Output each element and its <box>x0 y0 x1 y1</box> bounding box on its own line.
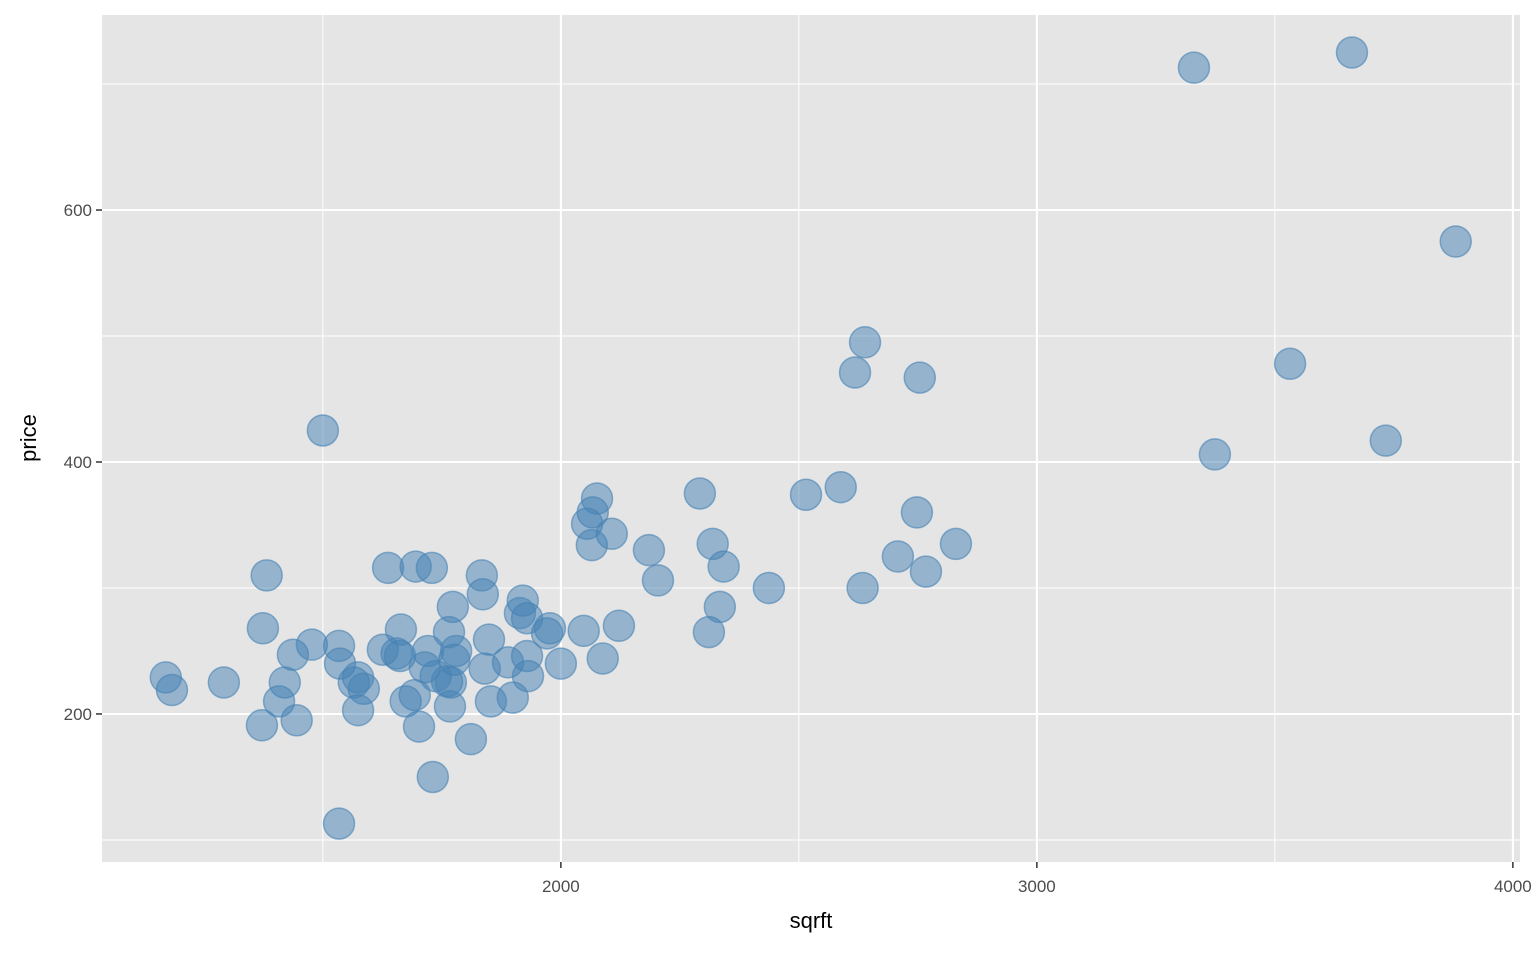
point <box>1335 36 1369 69</box>
y-axis-label: price <box>16 414 41 462</box>
point <box>322 807 356 840</box>
point <box>848 326 882 359</box>
point <box>306 414 340 447</box>
point <box>707 550 740 583</box>
point <box>268 666 302 699</box>
point <box>472 623 506 656</box>
point <box>567 614 600 648</box>
y-tick-label: 400 <box>64 453 92 472</box>
point <box>415 551 449 585</box>
point <box>246 612 280 645</box>
point <box>454 722 488 756</box>
point <box>846 571 879 605</box>
point <box>384 613 418 646</box>
point <box>1439 225 1472 258</box>
point <box>511 659 545 693</box>
point <box>416 760 450 794</box>
point <box>1273 347 1307 380</box>
point <box>347 672 381 706</box>
point <box>752 571 786 605</box>
x-axis-label: sqrft <box>790 908 833 933</box>
point <box>1177 51 1211 84</box>
point <box>939 527 973 561</box>
point <box>207 666 241 699</box>
point <box>295 628 329 661</box>
point <box>824 470 857 504</box>
point <box>1198 438 1232 471</box>
point <box>245 709 279 742</box>
y-tick-label: 200 <box>64 705 92 724</box>
point <box>280 704 313 737</box>
point <box>900 496 934 529</box>
point <box>703 590 737 624</box>
point <box>903 361 937 394</box>
point <box>533 612 567 645</box>
point <box>909 555 943 588</box>
point <box>1369 424 1403 457</box>
x-tick-label: 3000 <box>1018 877 1056 896</box>
point <box>838 356 872 389</box>
point <box>439 634 473 668</box>
x-tick-label: 4000 <box>1494 877 1532 896</box>
x-tick-label: 2000 <box>542 877 580 896</box>
point <box>402 710 436 743</box>
point <box>632 533 666 567</box>
point <box>371 551 405 585</box>
panel <box>102 15 1520 862</box>
point <box>250 559 283 592</box>
point <box>595 517 629 551</box>
point <box>155 673 189 707</box>
point <box>789 478 823 512</box>
point <box>436 590 470 624</box>
point <box>881 540 915 573</box>
point <box>466 578 500 611</box>
point <box>602 609 636 643</box>
point <box>586 642 620 675</box>
y-tick-label: 600 <box>64 201 92 220</box>
point <box>641 564 675 597</box>
point <box>683 477 717 510</box>
point <box>544 647 578 680</box>
point <box>580 482 614 515</box>
